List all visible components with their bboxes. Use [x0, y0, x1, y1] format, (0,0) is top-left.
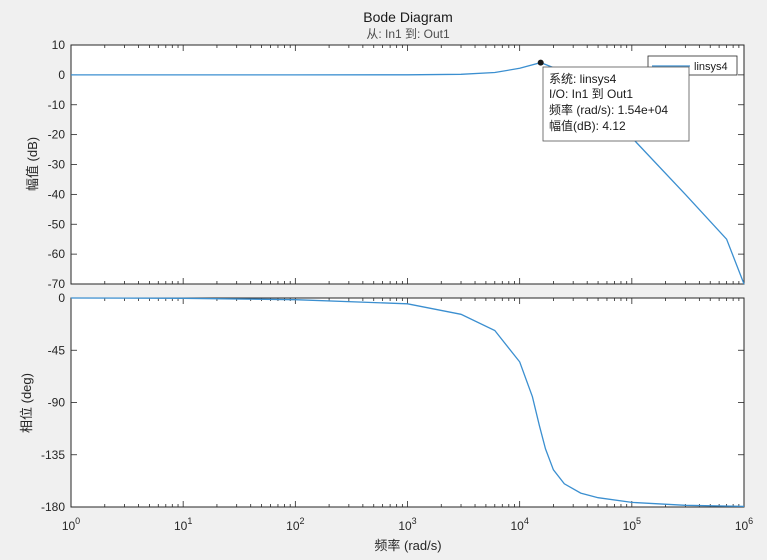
legend-entry-linsys4: linsys4	[694, 61, 728, 73]
data-tip[interactable]: 系统: linsys4 I/O: In1 到 Out1 频率 (rad/s): …	[537, 59, 690, 142]
data-tip-frequency: 频率 (rad/s): 1.54e+04	[549, 102, 668, 117]
x-tick-label: 103	[398, 516, 416, 533]
x-tick-label: 100	[62, 516, 80, 533]
magnitude-y-tick-label: -40	[48, 187, 66, 201]
magnitude-y-tick-label: -20	[48, 128, 66, 142]
phase-ylabel: 相位 (deg)	[19, 373, 34, 433]
x-tick-label: 102	[286, 516, 304, 533]
data-tip-marker[interactable]	[537, 59, 544, 66]
phase-series-line[interactable]	[70, 297, 745, 508]
data-tip-box	[542, 66, 690, 142]
chart-title: Bode Diagram	[363, 9, 453, 25]
x-tick-label: 105	[623, 516, 641, 533]
magnitude-y-tick-label: 0	[58, 68, 65, 82]
data-tip-magnitude: 幅值(dB): 4.12	[549, 118, 626, 133]
phase-y-tick-label: -45	[48, 343, 66, 357]
magnitude-y-tick-label: -60	[48, 247, 66, 261]
x-tick-label: 104	[510, 516, 528, 533]
data-tip-io: I/O: In1 到 Out1	[549, 87, 633, 101]
x-axis-label: 频率 (rad/s)	[374, 538, 441, 553]
phase-y-tick-label: -180	[41, 500, 65, 514]
magnitude-y-tick-label: -70	[48, 277, 66, 291]
chart-subtitle: 从: In1 到: Out1	[366, 27, 450, 41]
phase-y-tick-labels: 0 -45 -90 -135 -180	[41, 291, 65, 514]
magnitude-y-tick-label: 10	[52, 38, 66, 52]
x-tick-label: 101	[174, 516, 192, 533]
magnitude-y-tick-labels: 10 0 -10 -20 -30 -40 -50 -60 -70	[48, 38, 66, 291]
data-tip-system: 系统: linsys4	[549, 72, 617, 86]
phase-y-tick-label: -90	[48, 396, 66, 410]
magnitude-ylabel: 幅值 (dB)	[25, 137, 40, 191]
phase-plot-area[interactable]	[71, 298, 744, 507]
magnitude-y-tick-label: -50	[48, 217, 66, 231]
magnitude-y-tick-label: -30	[48, 158, 66, 172]
phase-y-tick-label: -135	[41, 448, 65, 462]
phase-axes[interactable]: 0 -45 -90 -135 -180 相位 (deg)	[19, 291, 745, 514]
phase-y-tick-label: 0	[58, 291, 65, 305]
x-tick-label: 106	[735, 516, 753, 533]
x-tick-labels: 100 101 102 103 104 105 106	[62, 516, 753, 533]
magnitude-ticks	[70, 44, 744, 285]
magnitude-y-tick-label: -10	[48, 98, 66, 112]
